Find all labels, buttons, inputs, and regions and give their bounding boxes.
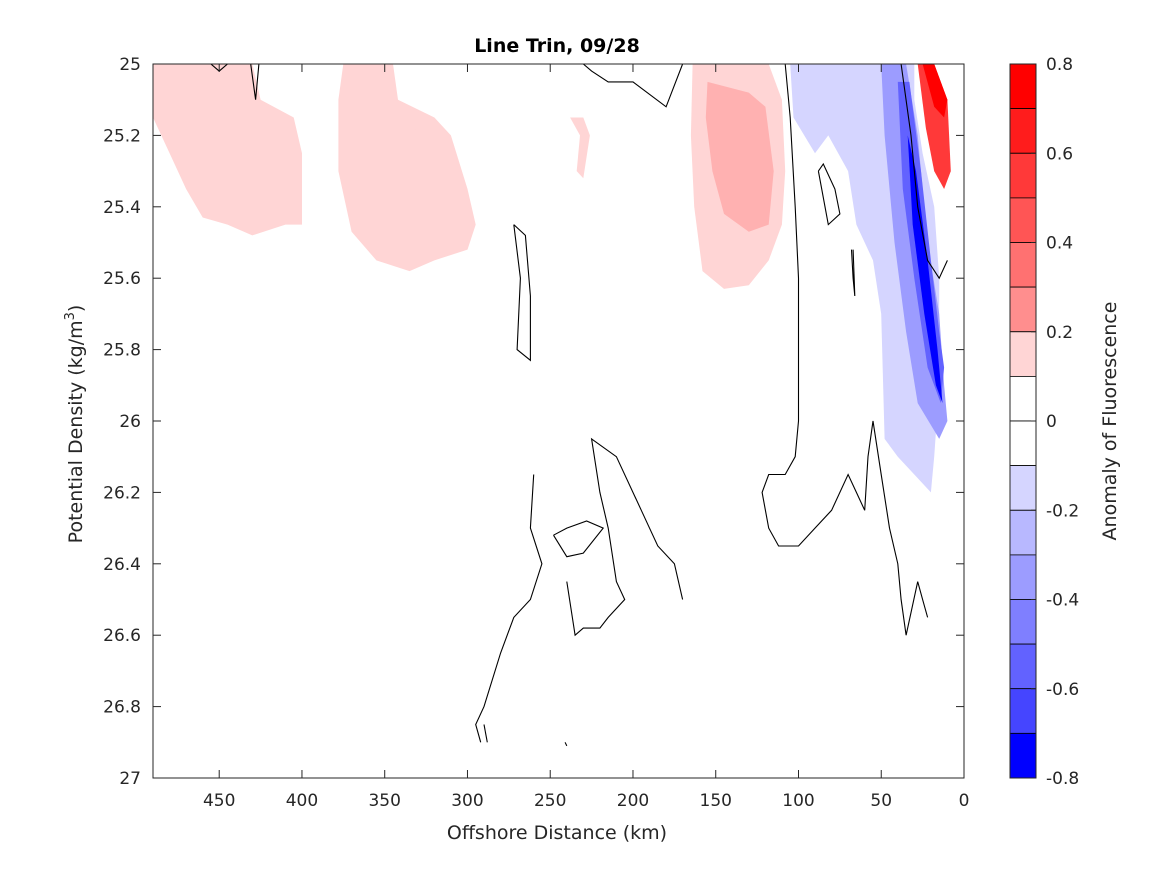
y-tick-label: 26.8	[103, 698, 141, 718]
colorbar-ticks: 0.8 0.6 0.4 0.2 0 -0.2 -0.4 -0.6 -0.8	[1031, 55, 1079, 789]
x-tick-label: 0	[959, 791, 970, 811]
colorbar-bin-2	[1009, 152, 1037, 199]
x-tick-label: 100	[782, 791, 814, 811]
filled-region-9	[907, 135, 943, 404]
zero-contour-1	[250, 64, 260, 100]
colorbar: 0.8 0.6 0.4 0.2 0 -0.2 -0.4 -0.6 -0.8	[1009, 55, 1079, 789]
y-tick-label: 27	[119, 769, 141, 789]
zero-contour-2	[582, 64, 684, 108]
x-tick-label: 400	[286, 791, 318, 811]
x-tick-label: 150	[700, 791, 732, 811]
y-axis-ticks: 25 25.2 25.4 25.6 25.8 26 26.2 26.4 26.6 26.8 27	[103, 55, 964, 789]
x-tick-label: 200	[617, 791, 649, 811]
y-axis-label: Potential Density (kg/m3)	[63, 305, 87, 544]
colorbar-bin-12	[1009, 599, 1037, 645]
colorbar-tick-label: 0.8	[1046, 55, 1073, 75]
filled-region-11	[922, 64, 948, 118]
colorbar-bin-14	[1009, 688, 1037, 734]
plot-area: 450 400 350 300 250 200 150 100 50 0 2525.225.425…	[103, 55, 969, 811]
colorbar-tick-label: -0.4	[1046, 591, 1079, 611]
filled-region-4	[705, 81, 774, 232]
y-tick-label: 25.2	[103, 126, 141, 146]
y-axis-label-close: )	[65, 305, 87, 312]
y-tick-label: 25.6	[103, 269, 141, 289]
y-tick-label: 25.8	[103, 341, 141, 361]
filled-region-2	[570, 117, 590, 179]
colorbar-bin-6	[1009, 331, 1037, 377]
x-tick-label: 50	[870, 791, 892, 811]
colorbar-bin-8	[1009, 420, 1037, 466]
colorbar-bin-15	[1009, 733, 1037, 779]
colorbar-tick-label: 0.2	[1046, 323, 1073, 343]
colorbar-bin-11	[1009, 554, 1037, 600]
filled-region-1	[338, 64, 476, 272]
colorbar-tick-label: 0.4	[1046, 234, 1073, 254]
y-tick-label: 25	[119, 55, 141, 75]
x-axis-ticks: 450 400 350 300 250 200 150 100 50 0	[203, 64, 969, 811]
zero-contour-7	[513, 224, 531, 362]
filled-region-0	[153, 64, 302, 236]
colorbar-tick-label: 0	[1046, 412, 1057, 432]
zero-contour-5	[566, 437, 684, 637]
zero-contour-6	[483, 724, 488, 743]
zero-contour-lines	[210, 64, 948, 747]
chart-title: Line Trin, 09/28	[474, 35, 640, 57]
y-tick-label: 26	[119, 412, 141, 432]
zero-contour-3	[761, 64, 929, 636]
filled-region-5	[412, 128, 420, 143]
colorbar-tick-label: 0.6	[1046, 144, 1073, 164]
y-axis-label-text: Potential Density (kg/m	[65, 320, 87, 543]
colorbar-bins	[1009, 63, 1037, 779]
x-tick-label: 250	[534, 791, 566, 811]
x-axis-label: Offshore Distance (km)	[447, 822, 667, 844]
zero-contour-9	[817, 162, 841, 226]
colorbar-bin-0	[1009, 63, 1037, 109]
zero-contour-11	[900, 64, 948, 280]
colorbar-bin-1	[1009, 108, 1037, 154]
colorbar-tick-label: -0.2	[1046, 501, 1079, 521]
zero-contour-10	[850, 249, 856, 297]
filled-contour-regions	[153, 64, 951, 493]
colorbar-label: Anomaly of Fluorescence	[1099, 302, 1121, 541]
colorbar-bin-5	[1009, 286, 1037, 333]
y-tick-label: 25.4	[103, 198, 141, 218]
y-tick-label: 26.4	[103, 555, 141, 575]
zero-contour-8	[553, 520, 605, 558]
x-tick-label: 350	[368, 791, 400, 811]
y-axis-label-superscript: 3	[63, 312, 78, 320]
y-tick-label: 26.6	[103, 626, 141, 646]
x-tick-label: 450	[203, 791, 235, 811]
colorbar-tick-label: -0.8	[1046, 769, 1079, 789]
colorbar-bin-3	[1009, 197, 1037, 243]
y-tick-label: 26.2	[103, 483, 141, 503]
x-tick-label: 300	[451, 791, 483, 811]
colorbar-bin-10	[1009, 509, 1037, 556]
colorbar-bin-13	[1009, 643, 1037, 690]
colorbar-bin-7	[1009, 375, 1037, 422]
zero-contour-4	[475, 474, 543, 743]
colorbar-bin-4	[1009, 242, 1037, 288]
colorbar-tick-label: -0.6	[1046, 680, 1079, 700]
colorbar-bin-9	[1009, 465, 1037, 511]
zero-contour-12	[564, 742, 568, 747]
